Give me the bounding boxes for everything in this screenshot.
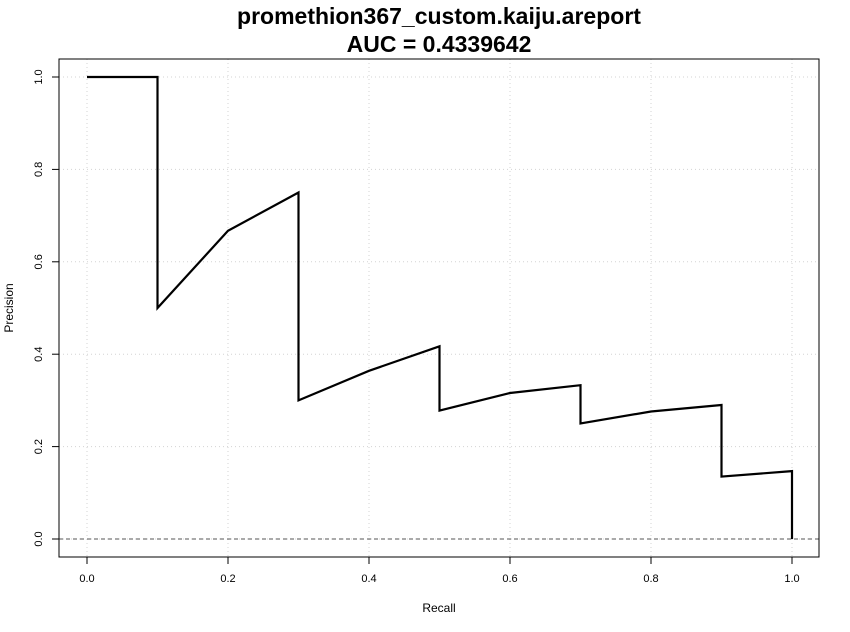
chart-title: promethion367_custom.kaiju.areport — [237, 3, 641, 29]
chart-subtitle: AUC = 0.4339642 — [347, 31, 532, 57]
x-tick-label: 1.0 — [784, 573, 799, 585]
plot-frame — [58, 58, 820, 558]
y-tick-label: 0.8 — [33, 162, 45, 177]
y-axis: 0.0 0.2 0.4 0.6 0.8 1.0 — [33, 69, 59, 547]
y-tick-label: 1.0 — [33, 69, 45, 84]
x-tick-label: 0.6 — [502, 573, 517, 585]
y-axis-label: Precision — [2, 283, 16, 332]
x-tick-label: 0.8 — [643, 573, 658, 585]
x-axis: 0.0 0.2 0.4 0.6 0.8 1.0 — [79, 557, 800, 585]
x-tick-label: 0.4 — [361, 573, 376, 585]
x-tick-label: 0.0 — [79, 573, 94, 585]
x-tick-label: 0.2 — [220, 573, 235, 585]
precision-recall-curve — [87, 75, 794, 539]
grid-lines — [59, 59, 819, 557]
y-tick-label: 0.2 — [33, 439, 45, 454]
y-tick-label: 0.6 — [33, 254, 45, 269]
y-tick-label: 0.4 — [33, 347, 45, 362]
series-layer — [87, 75, 794, 539]
y-tick-label: 0.0 — [33, 531, 45, 546]
x-axis-label: Recall — [422, 601, 455, 615]
